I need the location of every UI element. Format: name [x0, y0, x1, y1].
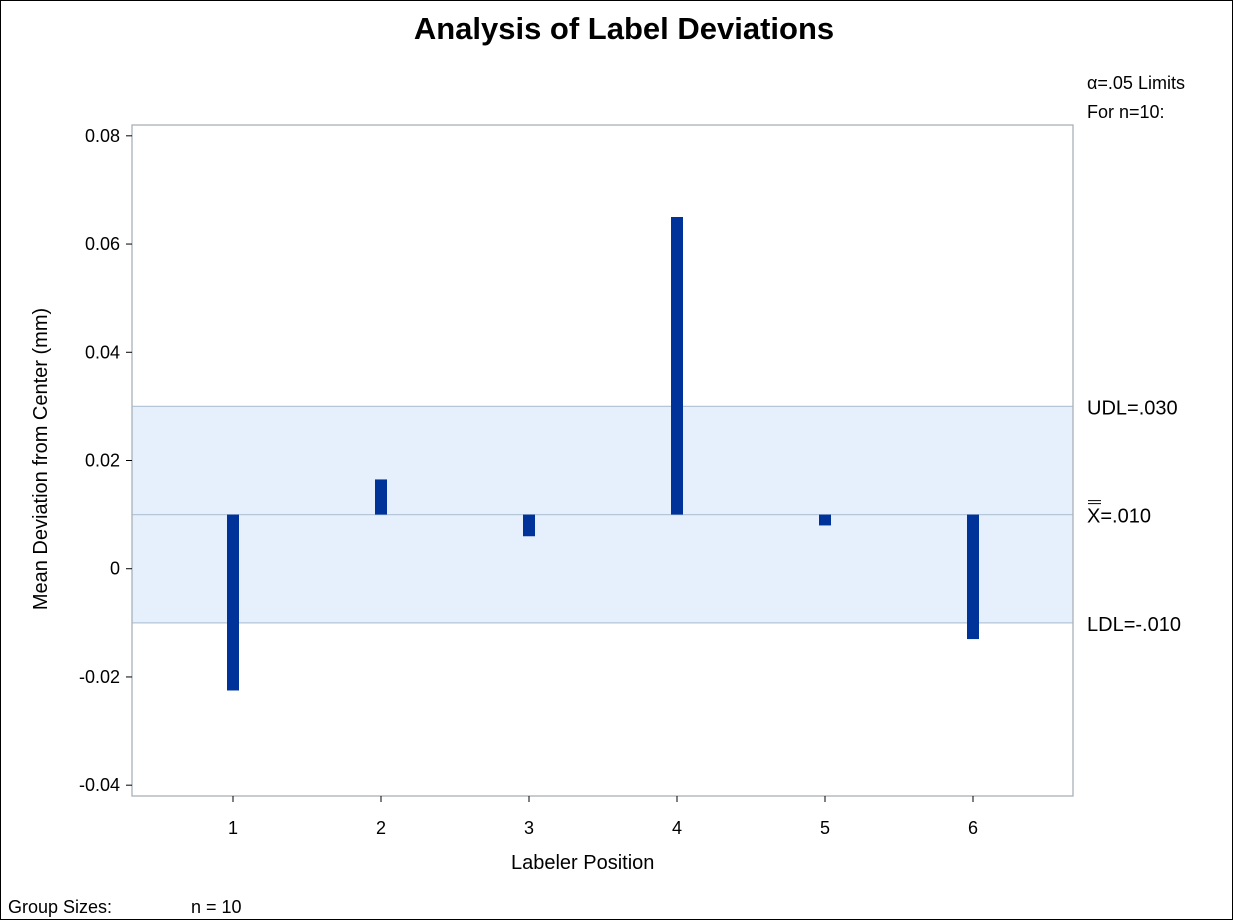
x-tick-label: 3 — [524, 818, 534, 838]
chart-title: Analysis of Label Deviations — [414, 11, 834, 46]
y-tick-label: 0.06 — [85, 234, 120, 254]
y-tick-label: -0.02 — [79, 667, 120, 687]
upper-limit-label: UDL=.030 — [1087, 397, 1178, 419]
x-tick-label: 5 — [820, 818, 830, 838]
x-tick-label: 4 — [672, 818, 682, 838]
lower-limit-label: LDL=-.010 — [1087, 614, 1181, 636]
bar-5 — [819, 514, 831, 526]
x-tick-label: 2 — [376, 818, 386, 838]
limits-header-alpha: α=.05 Limits — [1087, 73, 1185, 93]
center-value: =.010 — [1100, 506, 1151, 528]
y-tick-label: 0.02 — [85, 451, 120, 471]
y-tick-label: 0.04 — [85, 342, 120, 362]
bar-4 — [671, 216, 683, 515]
y-axis-label: Mean Deviation from Center (mm) — [30, 308, 52, 610]
bar-1 — [227, 514, 239, 691]
group-sizes-value: n = 10 — [191, 897, 242, 917]
x-tick-label: 1 — [228, 818, 238, 838]
y-tick-label: -0.04 — [79, 775, 120, 795]
bar-6 — [967, 514, 979, 640]
y-tick-label: 0.08 — [85, 126, 120, 146]
x-tick-label: 6 — [968, 818, 978, 838]
x-axis-label: Labeler Position — [511, 852, 654, 874]
limits-header-n: For n=10: — [1087, 102, 1165, 122]
center-line-label: X=.010 — [1087, 506, 1151, 528]
bar-3 — [523, 514, 535, 537]
plot-area: 0.08 0.06 0.04 0.02 0 -0.02 -0.04 1 2 3 4 5 6 — [79, 124, 1074, 838]
group-sizes-label: Group Sizes: — [8, 897, 112, 917]
bar-2 — [375, 479, 387, 515]
x-bar-symbol: X — [1087, 506, 1100, 528]
y-tick-label: 0 — [110, 559, 120, 579]
